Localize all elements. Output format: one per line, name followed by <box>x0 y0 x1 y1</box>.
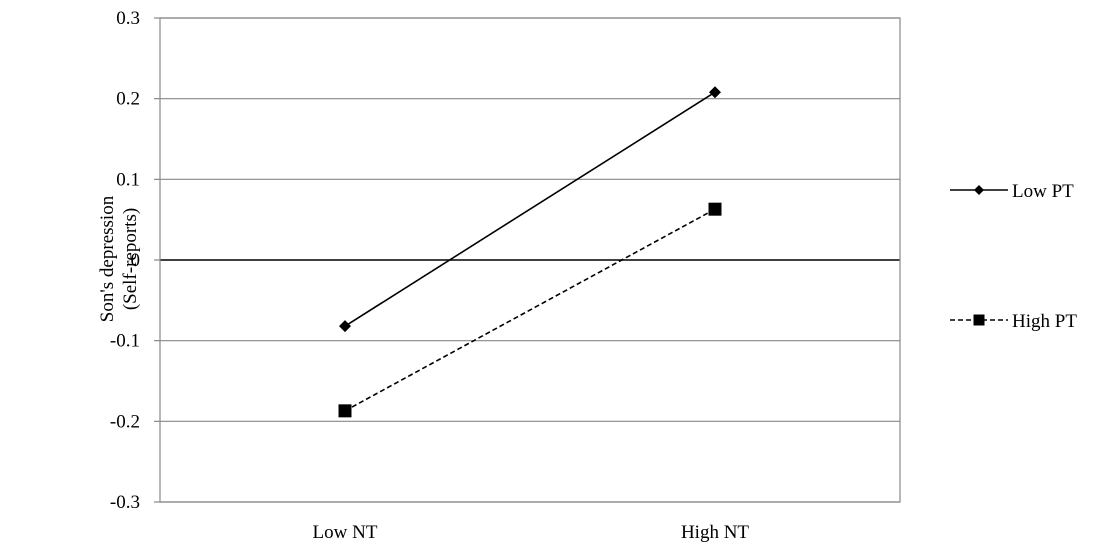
y-tick-label: 0.1 <box>116 169 140 190</box>
y-tick-label: 0.2 <box>116 89 140 110</box>
axes <box>154 17 901 503</box>
series-low-pt <box>339 86 721 333</box>
series-group <box>338 86 722 418</box>
data-point-marker <box>709 86 721 99</box>
data-point-marker <box>339 320 351 333</box>
y-tick-labels: 0.3 0.2 0.1 0 -0.1 -0.2 -0.3 <box>110 8 140 513</box>
series-line <box>344 91 716 327</box>
y-axis-label: Son's depression (Self-reports) <box>97 195 141 322</box>
legend-item: High PT <box>950 311 1077 332</box>
legend-label: Low PT <box>1012 181 1074 202</box>
y-tick-label: -0.2 <box>110 411 140 432</box>
legend-label: High PT <box>1012 311 1077 332</box>
y-tick-label: 0.3 <box>116 8 140 29</box>
data-point-marker <box>708 202 722 216</box>
series-line <box>344 208 716 412</box>
x-tick-label: Low NT <box>313 522 378 543</box>
legend-item: Low PT <box>950 181 1074 202</box>
legend-marker <box>973 314 985 326</box>
series-high-pt <box>338 202 722 418</box>
y-axis-label-line-2: (Self-reports) <box>120 208 141 310</box>
data-point-marker <box>338 404 352 418</box>
plot-area-border <box>159 17 901 503</box>
x-tick-label: High NT <box>681 522 749 543</box>
y-tick-label: 0 <box>131 250 141 271</box>
y-tick-label: -0.3 <box>110 492 140 513</box>
y-axis-label-line-1: Son's depression <box>97 195 118 322</box>
x-tick-labels: Low NT High NT <box>313 522 750 543</box>
legend-marker <box>974 185 984 195</box>
legend: Low PT High PT <box>950 181 1077 332</box>
y-tick-label: -0.1 <box>110 331 140 352</box>
gridlines <box>160 17 900 503</box>
